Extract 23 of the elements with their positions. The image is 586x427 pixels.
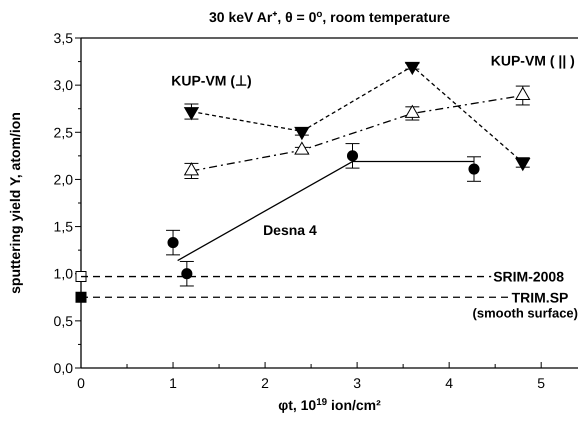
series-label: Desna 4 — [263, 222, 317, 238]
y-tick-label: 3,0 — [54, 77, 74, 94]
x-axis-title: φt, 10$^{19}$ ion/cm² — [278, 396, 382, 413]
y-tick-label: 0,0 — [54, 360, 74, 376]
text: KUP-VM ( || ) — [490, 52, 575, 70]
y-tick-label: 2,0 — [54, 171, 74, 188]
x-tick-label: 2 — [261, 375, 270, 391]
y-tick-label: 0,5 — [54, 312, 74, 329]
series-label: KUP-VM (⊥) — [171, 72, 252, 89]
y-tick-label: 3,5 — [54, 30, 74, 46]
x-tick-label: 4 — [445, 375, 454, 391]
y-tick-label: 1,0 — [54, 266, 74, 282]
ref-line-label: SRIM-2008 — [493, 268, 564, 285]
x-tick-label: 3 — [353, 375, 362, 391]
x-tick-label: 0 — [77, 375, 86, 391]
x-tick-label: 1 — [169, 375, 178, 391]
ref-line-label: TRIM.SP — [512, 289, 568, 306]
y-tick-label: 2,5 — [54, 124, 74, 140]
x-tick-label: 5 — [537, 375, 546, 391]
chart-title: 30 keV Ar⁺, θ = 0$^{o}$, room temperature — [209, 8, 450, 25]
annotation: (smooth surface) — [472, 305, 578, 320]
y-tick-label: 1,5 — [54, 218, 74, 235]
y-axis-title: sputtering yield Y, atom/ion — [7, 112, 23, 294]
